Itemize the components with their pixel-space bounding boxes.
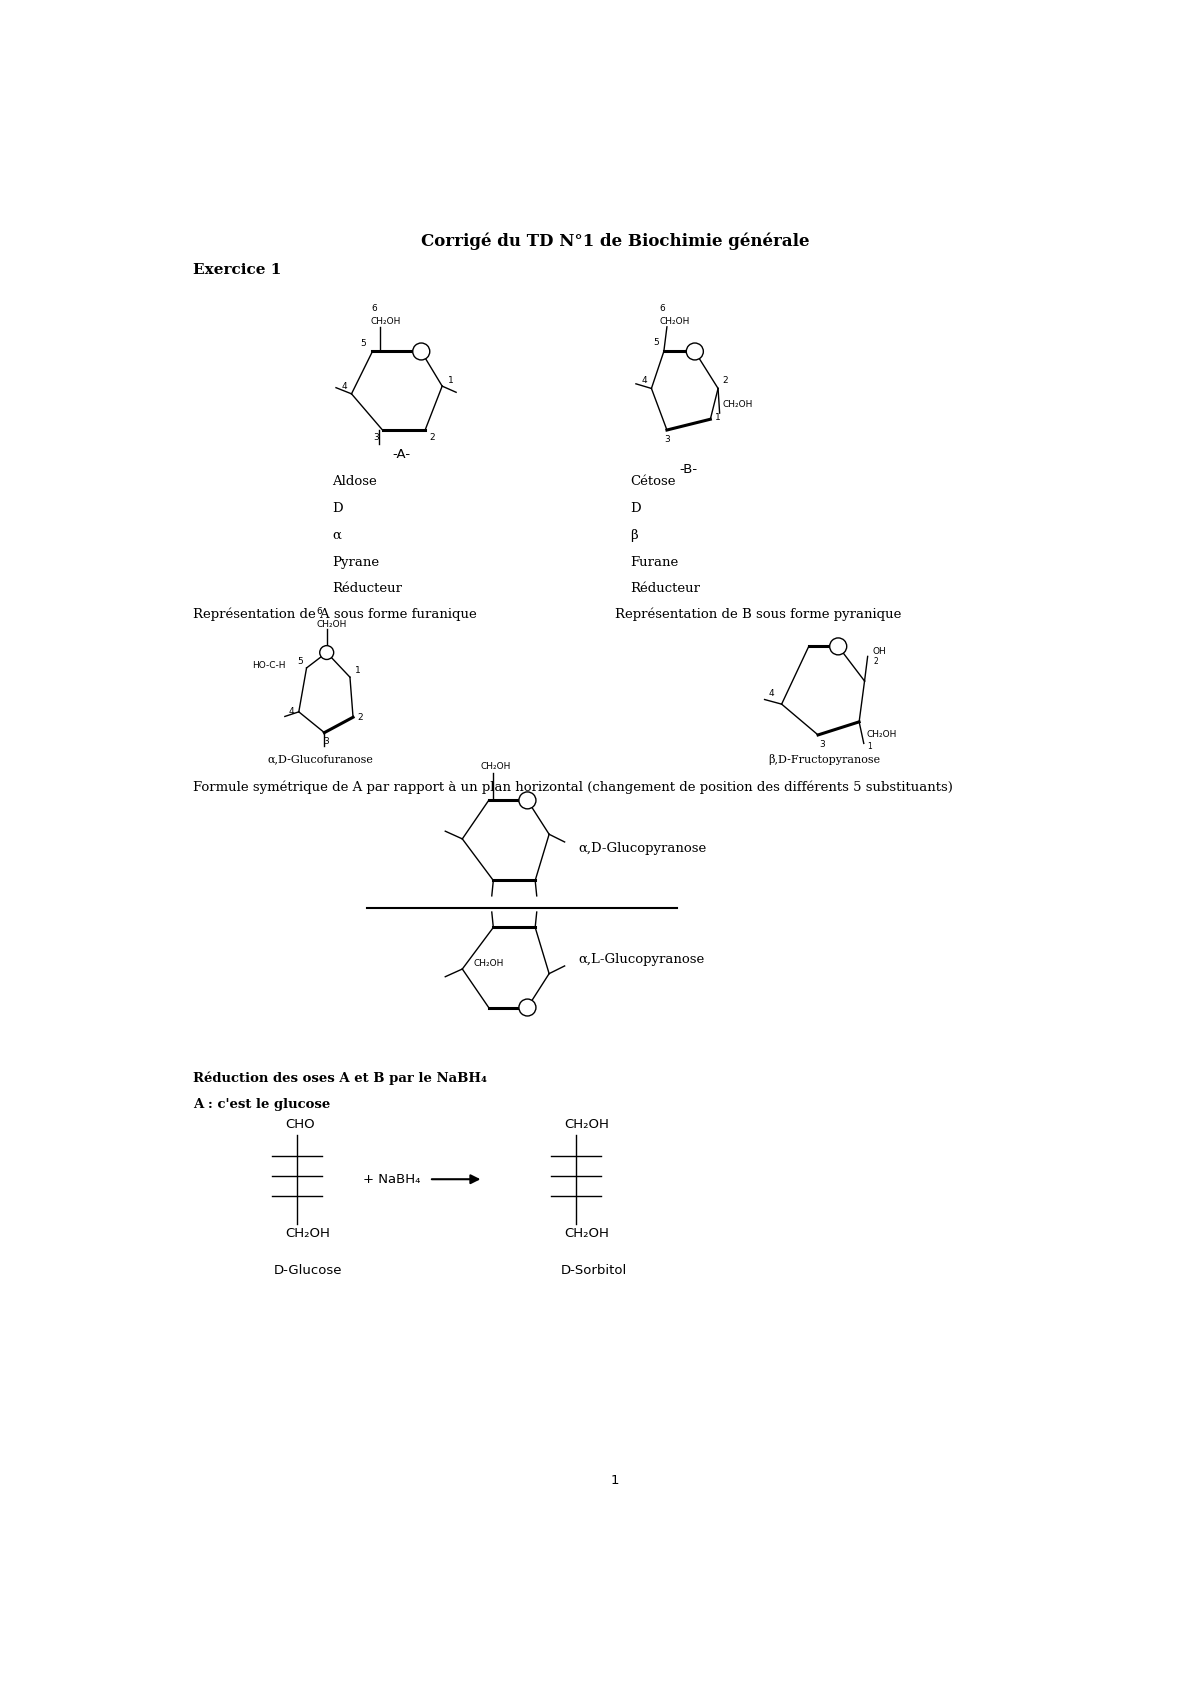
Text: -A-: -A- (392, 448, 410, 460)
Text: Réducteur: Réducteur (332, 582, 402, 596)
Text: + NaBH₄: + NaBH₄ (364, 1173, 420, 1186)
Text: 2: 2 (358, 713, 364, 721)
Text: 3: 3 (820, 740, 826, 748)
Circle shape (518, 1000, 536, 1017)
Text: 1: 1 (355, 665, 360, 675)
Text: β: β (630, 528, 638, 541)
Text: 6: 6 (317, 606, 323, 616)
Text: CH₂OH: CH₂OH (659, 317, 690, 326)
Text: Pyrane: Pyrane (332, 555, 379, 568)
Text: Furane: Furane (630, 555, 679, 568)
Text: 4: 4 (342, 382, 348, 390)
Text: OH: OH (872, 647, 886, 655)
Text: α: α (332, 528, 341, 541)
Text: 3: 3 (373, 433, 379, 443)
Text: CH₂OH: CH₂OH (286, 1227, 330, 1241)
Text: CH₂OH: CH₂OH (371, 317, 401, 326)
Text: Corrigé du TD N°1 de Biochimie générale: Corrigé du TD N°1 de Biochimie générale (421, 232, 809, 249)
Text: 6: 6 (371, 304, 377, 312)
Text: Réducteur: Réducteur (630, 582, 701, 596)
Text: 1: 1 (449, 375, 454, 385)
Text: 5: 5 (298, 657, 304, 665)
Text: CH₂OH: CH₂OH (722, 400, 754, 409)
Text: Cétose: Cétose (630, 475, 676, 487)
Text: D-Sorbitol: D-Sorbitol (560, 1264, 628, 1276)
Text: Aldose: Aldose (332, 475, 377, 487)
Text: D: D (332, 502, 343, 514)
Text: CH₂OH: CH₂OH (473, 959, 504, 967)
Circle shape (518, 792, 536, 809)
Text: 1: 1 (611, 1475, 619, 1487)
Text: 5: 5 (360, 339, 366, 348)
Text: α,D-Glucofuranose: α,D-Glucofuranose (268, 753, 373, 764)
Text: Formule symétrique de A par rapport à un plan horizontal (changement de position: Formule symétrique de A par rapport à un… (193, 781, 953, 794)
Text: Représentation de B sous forme pyranique: Représentation de B sous forme pyranique (616, 608, 901, 621)
Text: 2: 2 (430, 433, 434, 443)
Text: 4: 4 (641, 377, 647, 385)
Text: CH₂OH: CH₂OH (481, 762, 511, 770)
Text: HO-C-H: HO-C-H (252, 662, 286, 670)
Text: D: D (630, 502, 641, 514)
Text: 1: 1 (866, 742, 871, 750)
Circle shape (829, 638, 847, 655)
Circle shape (319, 645, 334, 660)
Text: -B-: -B- (679, 463, 697, 477)
Text: 1: 1 (715, 412, 721, 423)
Text: 4: 4 (768, 689, 774, 697)
Text: 3: 3 (664, 434, 670, 443)
Text: CH₂OH: CH₂OH (565, 1118, 610, 1132)
Text: 2: 2 (874, 657, 878, 665)
Text: CH₂OH: CH₂OH (565, 1227, 610, 1241)
Text: 3: 3 (323, 736, 329, 747)
Text: CH₂OH: CH₂OH (317, 619, 347, 628)
Text: Exercice 1: Exercice 1 (193, 263, 281, 277)
Text: 4: 4 (288, 708, 294, 716)
Text: Réduction des oses A et B par le NaBH₄: Réduction des oses A et B par le NaBH₄ (193, 1071, 486, 1084)
Text: 6: 6 (659, 304, 665, 312)
Text: CHO: CHO (286, 1118, 316, 1132)
Text: CH₂OH: CH₂OH (866, 730, 898, 738)
Text: β,D-Fructopyranose: β,D-Fructopyranose (768, 753, 881, 765)
Text: 5: 5 (654, 338, 659, 346)
Text: α,L-Glucopyranose: α,L-Glucopyranose (578, 954, 704, 966)
Circle shape (686, 343, 703, 360)
Text: 2: 2 (722, 377, 728, 385)
Text: α,D-Glucopyranose: α,D-Glucopyranose (578, 842, 707, 855)
Text: Représentation de A sous forme furanique: Représentation de A sous forme furanique (193, 608, 476, 621)
Circle shape (413, 343, 430, 360)
Text: D-Glucose: D-Glucose (274, 1264, 342, 1276)
Text: A : c'est le glucose: A : c'est le glucose (193, 1098, 330, 1112)
